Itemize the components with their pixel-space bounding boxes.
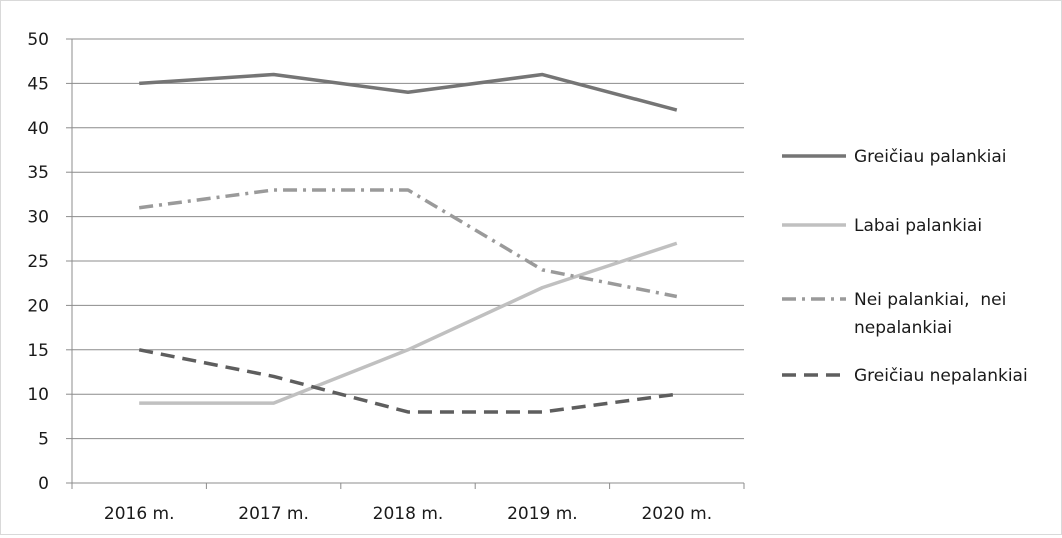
- x-tick-label: 2016 m.: [104, 504, 175, 524]
- x-axis-tick-labels: 2016 m. 2017 m. 2018 m. 2019 m. 2020 m.: [104, 504, 712, 524]
- y-tick-label: 50: [27, 30, 49, 50]
- axes: [66, 38, 745, 489]
- y-tick-label: 40: [27, 119, 49, 139]
- series-line-4: [138, 348, 678, 414]
- gridlines: [72, 38, 744, 440]
- x-tick-label: 2017 m.: [238, 504, 309, 524]
- series-line-2: [139, 241, 678, 405]
- x-tick-label: 2020 m.: [641, 504, 712, 524]
- y-tick-label: 20: [27, 296, 49, 316]
- y-axis-tick-labels: 0 5 10 15 20 25 30 35 40 45 50: [27, 30, 49, 494]
- series-line-1: [139, 72, 678, 112]
- y-tick-label: 35: [27, 163, 49, 183]
- series-line-3: [138, 188, 678, 299]
- legend-label: Greičiau palankiai: [854, 147, 1006, 167]
- legend-label: Nei palankiai, nei: [854, 290, 1006, 310]
- y-tick-label: 15: [27, 341, 49, 361]
- x-tick-label: 2019 m.: [507, 504, 578, 524]
- legend-label: nepalankiai: [854, 318, 952, 338]
- series-lines: [138, 72, 678, 414]
- legend-label: Labai palankiai: [854, 216, 982, 236]
- y-tick-label: 45: [27, 74, 49, 94]
- y-tick-label: 5: [38, 430, 49, 450]
- x-tick-label: 2018 m.: [373, 504, 444, 524]
- y-tick-label: 25: [27, 252, 49, 272]
- y-tick-label: 10: [27, 385, 49, 405]
- y-tick-label: 30: [27, 208, 49, 228]
- legend: Greičiau palankiai Labai palankiai Nei pal…: [782, 147, 1028, 386]
- y-tick-label: 0: [38, 474, 49, 494]
- legend-label: Greičiau nepalankiai: [854, 366, 1028, 386]
